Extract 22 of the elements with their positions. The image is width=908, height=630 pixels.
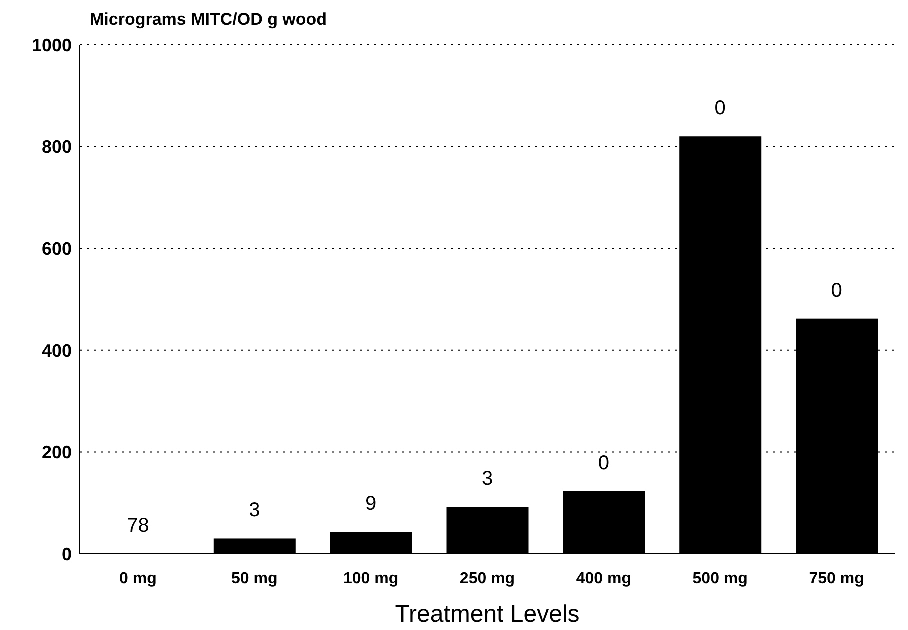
x-tick-label: 50 mg (232, 570, 278, 588)
annotation: 3 (482, 468, 494, 490)
y-tick-label: 600 (42, 238, 72, 259)
annotation: 0 (714, 98, 726, 120)
x-tick-label: 500 mg (692, 570, 748, 588)
annotation: 9 (366, 493, 377, 516)
annotation: 3 (249, 500, 260, 522)
y-axis-title: Micrograms MITC/OD g wood (90, 10, 328, 30)
x-tick-label: 250 mg (460, 570, 516, 588)
x-axis-title: Treatment Levels (395, 601, 580, 628)
x-tick-label: 400 mg (576, 570, 632, 588)
y-tick-label: 400 (42, 340, 72, 361)
x-tick-label: 750 mg (809, 570, 864, 588)
y-tick-label: 800 (42, 137, 72, 158)
annotation: 0 (598, 452, 610, 474)
y-tick-label: 0 (62, 544, 72, 564)
y-tick-label: 200 (42, 442, 72, 463)
x-tick-label: 100 mg (344, 570, 399, 588)
x-tick-label: 0 mg (120, 570, 157, 588)
annotation: 0 (831, 280, 842, 302)
annotation: 78 (127, 515, 150, 537)
y-tick-label: 1000 (32, 35, 72, 56)
